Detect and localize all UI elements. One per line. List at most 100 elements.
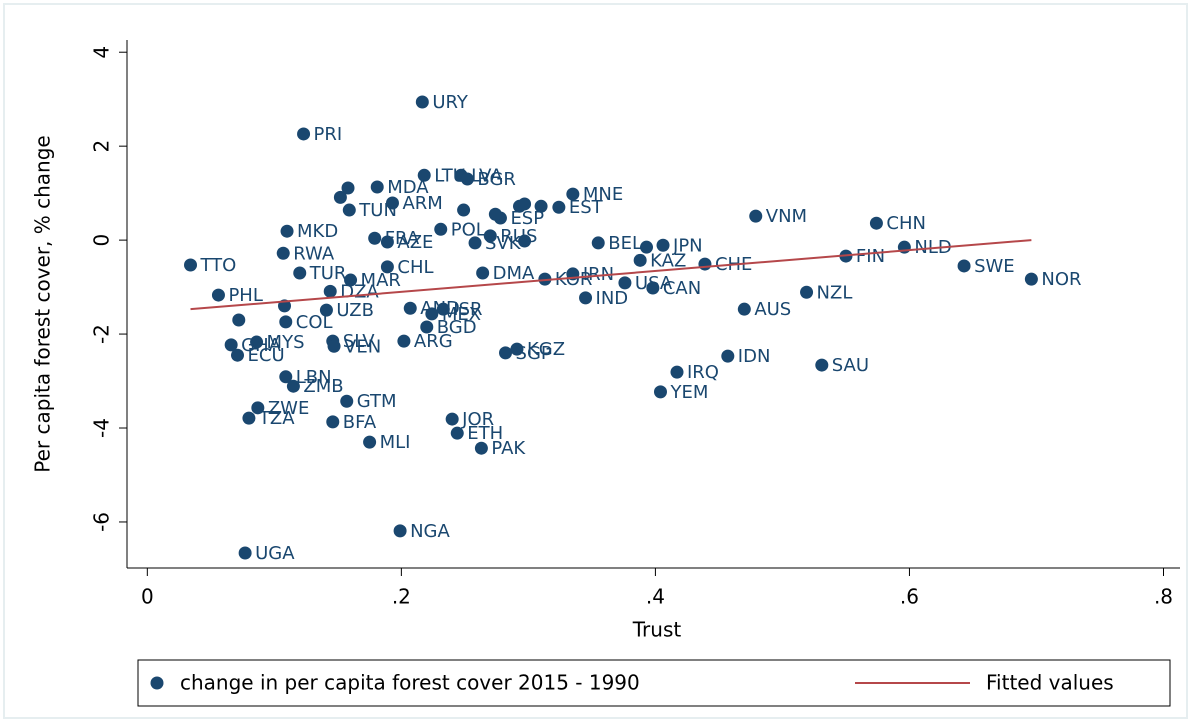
- point-label: MNE: [583, 184, 623, 205]
- point: [591, 236, 605, 250]
- point: [510, 342, 524, 356]
- point-label: MLI: [380, 432, 411, 453]
- point-label: SVK: [485, 233, 522, 254]
- point-label: ETH: [467, 423, 503, 444]
- point: [250, 335, 264, 349]
- point-label: KGZ: [527, 339, 565, 360]
- point-label: VEN: [344, 336, 381, 357]
- point: [415, 95, 429, 109]
- point: [340, 394, 354, 408]
- point: [450, 426, 464, 440]
- point-label: BFA: [343, 412, 377, 433]
- point-label: MKD: [297, 221, 338, 242]
- point: [333, 190, 347, 204]
- point-label: IDN: [738, 346, 771, 367]
- point-label: ARM: [402, 193, 442, 214]
- point: [251, 401, 265, 415]
- point: [518, 234, 532, 248]
- point-label: LVA: [471, 165, 503, 186]
- point-label: LBN: [296, 367, 332, 388]
- point-label: UGA: [255, 543, 295, 564]
- point: [342, 203, 356, 217]
- point: [869, 216, 883, 230]
- point: [633, 253, 647, 267]
- point: [815, 358, 829, 372]
- point-label: VNM: [766, 206, 807, 227]
- point: [425, 307, 439, 321]
- y-tick-label: 0: [90, 234, 114, 247]
- point: [417, 168, 431, 182]
- point: [534, 199, 548, 213]
- point: [468, 236, 482, 250]
- point-label: ESP: [510, 208, 544, 229]
- point: [457, 203, 471, 217]
- point: [280, 224, 294, 238]
- point-label: IND: [596, 288, 629, 309]
- legend: [137, 659, 1171, 707]
- y-tick-label: 2: [90, 140, 114, 153]
- point: [800, 285, 814, 299]
- point: [380, 260, 394, 274]
- point: [579, 291, 593, 305]
- point-label: AUS: [754, 299, 791, 320]
- x-tick-label: .6: [900, 585, 919, 609]
- point-label: ARG: [414, 331, 453, 352]
- point: [184, 258, 198, 272]
- point: [552, 200, 566, 214]
- point-label: SAU: [832, 355, 869, 376]
- point-label: MEX: [442, 304, 481, 325]
- point: [1024, 272, 1038, 286]
- point-label: EST: [569, 197, 604, 218]
- point: [327, 339, 341, 353]
- point: [476, 266, 490, 280]
- point-label: TTO: [200, 255, 237, 276]
- point: [380, 235, 394, 249]
- point: [363, 435, 377, 449]
- point-label: MDA: [387, 177, 429, 198]
- point: [286, 379, 300, 393]
- point: [566, 187, 580, 201]
- point-label: ZMB: [303, 376, 343, 397]
- point-label: NOR: [1041, 269, 1081, 290]
- point-label: MYS: [267, 332, 305, 353]
- point-label: PHL: [228, 285, 262, 306]
- point-label: SLV: [343, 331, 375, 352]
- point: [385, 196, 399, 210]
- x-tick-label: .2: [392, 585, 411, 609]
- point: [319, 303, 333, 317]
- point-label: ZWE: [268, 398, 310, 419]
- point: [393, 524, 407, 538]
- y-tick-label: 4: [90, 46, 114, 59]
- point: [957, 259, 971, 273]
- point: [293, 266, 307, 280]
- point: [370, 180, 384, 194]
- point: [670, 365, 684, 379]
- point: [483, 229, 497, 243]
- y-tick-label: -4: [90, 418, 114, 438]
- x-tick-label: 0: [141, 585, 154, 609]
- point: [211, 288, 225, 302]
- point: [646, 281, 660, 295]
- point: [488, 207, 502, 221]
- point-label: BEL: [608, 233, 642, 254]
- point: [232, 313, 246, 327]
- point-label: TUR: [309, 263, 347, 284]
- point-label: MAR: [361, 270, 401, 291]
- y-tick-label: -6: [90, 512, 114, 532]
- point-label: JPN: [672, 235, 703, 256]
- x-tick-label: .4: [646, 585, 665, 609]
- point-label: KOR: [555, 269, 593, 290]
- point-label: FIN: [856, 246, 885, 267]
- point: [445, 412, 459, 426]
- point-label: URY: [432, 92, 469, 113]
- point: [231, 348, 245, 362]
- y-tick-label: -2: [90, 324, 114, 344]
- point-label: JOR: [461, 409, 494, 430]
- point: [420, 320, 434, 334]
- point-label: AZE: [397, 232, 433, 253]
- point: [653, 385, 667, 399]
- point-label: KAZ: [650, 250, 686, 271]
- point-label: PRI: [314, 124, 343, 145]
- x-tick-label: .8: [1154, 585, 1173, 609]
